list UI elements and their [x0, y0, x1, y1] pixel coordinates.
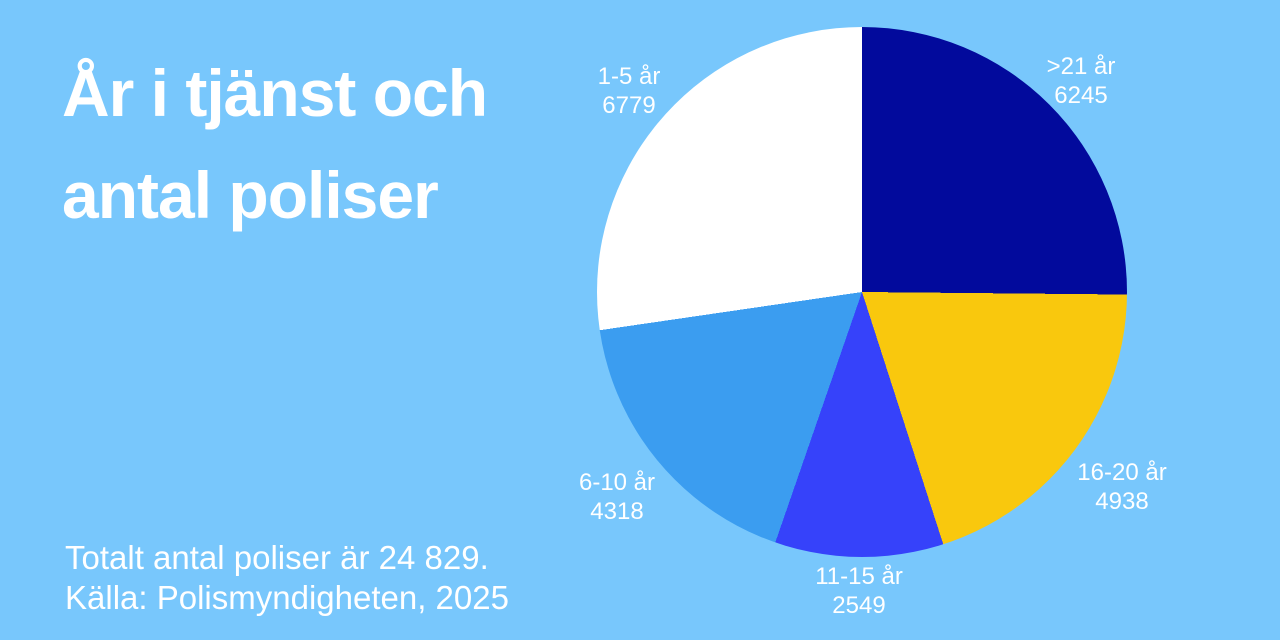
slice-value: 4938	[1095, 488, 1149, 515]
slice-label-text: 1-5 år	[597, 63, 661, 90]
source-line: Källa: Polismyndigheten, 2025	[65, 579, 509, 616]
chart-title-line-1: År i tjänst och	[62, 56, 488, 130]
pie-chart	[597, 27, 1127, 557]
chart-title: År i tjänst och antal poliser	[62, 42, 488, 246]
slice-label-text: 6-10 år	[578, 469, 656, 496]
pie-slice-label-1-5: 1-5 år 6779	[598, 62, 661, 120]
slice-label-text: 11-15 år	[815, 563, 903, 590]
slice-value: 6779	[602, 92, 656, 119]
pie-slice-label-11-15: 11-15 år 2549	[815, 562, 903, 620]
slice-label-text: >21 år	[1046, 53, 1116, 80]
pie-slice-label-6-10: 6-10 år 4318	[579, 468, 655, 526]
pie-slice-label-16-20: 16-20 år 4938	[1077, 458, 1166, 516]
slice-value: 2549	[832, 592, 886, 619]
source-text: Totalt antal poliser är 24 829. Källa: P…	[65, 538, 509, 618]
slice-label-text: 16-20 år	[1077, 459, 1167, 486]
total-count-line: Totalt antal poliser är 24 829.	[65, 539, 489, 576]
pie-slice-label-over-21: >21 år 6245	[1047, 52, 1116, 110]
chart-title-line-2: antal poliser	[62, 158, 439, 232]
slice-value: 6245	[1054, 82, 1108, 109]
slice-value: 4318	[590, 498, 644, 525]
